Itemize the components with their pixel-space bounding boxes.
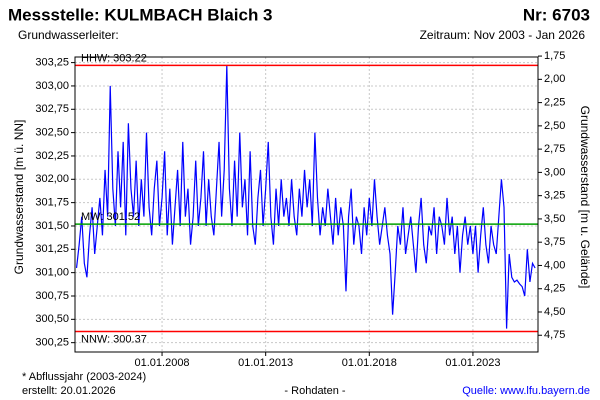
y-tick-label: 303,25 — [35, 57, 69, 69]
y2-tick-label: 3,25 — [544, 190, 565, 202]
y2-tick-label: 2,00 — [544, 73, 565, 85]
y-tick-label: 302,00 — [35, 173, 69, 185]
y2-tick-label: 4,00 — [544, 259, 565, 271]
source-link[interactable]: Quelle: www.lfu.bayern.de — [462, 385, 590, 397]
y-tick-label: 301,75 — [35, 197, 69, 209]
y2-axis-label: Grundwasserstand [m u. Gelände] — [578, 106, 592, 289]
reference-label: NNW: 300.37 — [81, 333, 147, 345]
x-tick-label: 01.01.2018 — [342, 357, 397, 369]
y-tick-label: 302,75 — [35, 103, 69, 115]
y-tick-label: 300,75 — [35, 290, 69, 302]
station-number: Nr: 6703 — [523, 5, 590, 24]
y2-tick-label: 1,75 — [544, 50, 565, 62]
y-tick-label: 300,25 — [35, 337, 69, 349]
plot-frame — [74, 56, 539, 353]
y-tick-label: 300,50 — [35, 313, 69, 325]
y-tick-label: 301,25 — [35, 243, 69, 255]
y-axis-label: Grundwasserstand [m ü. NN] — [12, 120, 26, 275]
y-tick-label: 301,00 — [35, 267, 69, 279]
reference-label: MW: 301.52 — [81, 211, 140, 223]
y-tick-label: 303,00 — [35, 80, 69, 92]
x-tick-label: 01.01.2023 — [445, 357, 500, 369]
y-tick-label: 302,50 — [35, 127, 69, 139]
x-tick-label: 01.01.2008 — [135, 357, 190, 369]
y2-tick-label: 3,00 — [544, 166, 565, 178]
y2-tick-label: 2,50 — [544, 120, 565, 132]
y2-tick-label: 2,75 — [544, 143, 565, 155]
footnote: * Abflussjahr (2003-2024) — [22, 371, 146, 383]
aquifer: Grundwasserleiter: — [18, 28, 119, 42]
y2-tick-label: 3,75 — [544, 236, 565, 248]
data-line — [75, 65, 536, 329]
y2-tick-label: 2,25 — [544, 97, 565, 109]
y-tick-label: 302,25 — [35, 150, 69, 162]
y-tick-label: 301,50 — [35, 220, 69, 232]
y2-tick-label: 4,75 — [544, 329, 565, 341]
created-date: erstellt: 20.01.2026 — [22, 385, 116, 397]
y2-tick-label: 3,50 — [544, 213, 565, 225]
y2-tick-label: 4,25 — [544, 283, 565, 295]
x-tick-label: 01.01.2013 — [238, 357, 293, 369]
chart-title: Messstelle: KULMBACH Blaich 3 — [8, 5, 273, 24]
raw-data-note: - Rohdaten - — [284, 385, 345, 397]
period: Zeitraum: Nov 2003 - Jan 2026 — [420, 28, 586, 42]
reference-label: HHW: 303.22 — [81, 52, 147, 64]
y2-tick-label: 4,50 — [544, 306, 565, 318]
